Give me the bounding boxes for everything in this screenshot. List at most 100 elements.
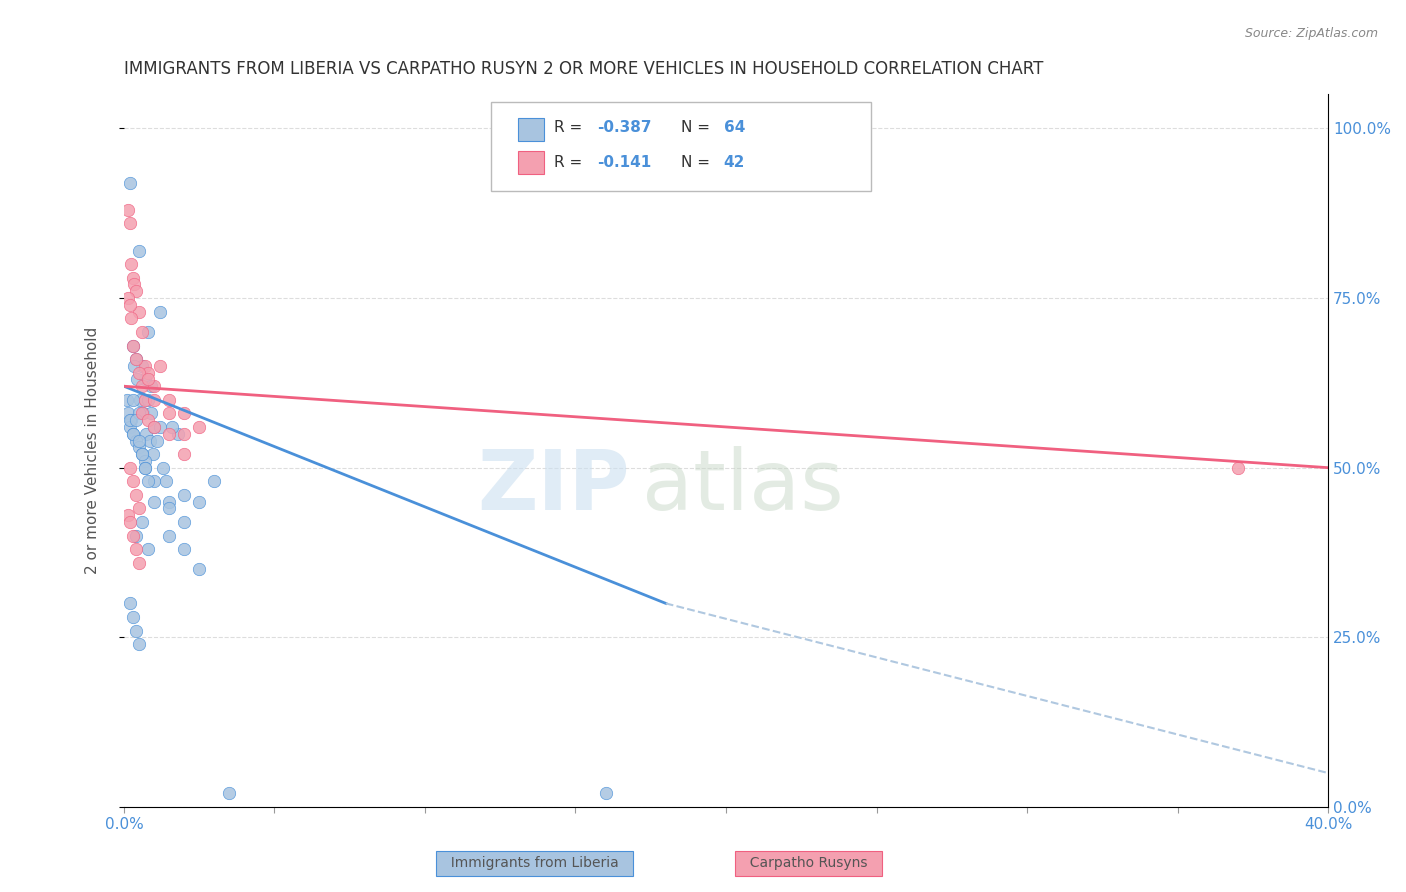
- Point: [155, 475, 177, 489]
- Point: [157, 392, 180, 407]
- Point: [118, 216, 141, 230]
- Point: [149, 359, 172, 373]
- Point: [117, 406, 139, 420]
- Point: [136, 542, 159, 557]
- Text: N =: N =: [682, 120, 716, 136]
- Point: [136, 392, 159, 407]
- Point: [135, 426, 157, 441]
- Point: [118, 298, 141, 312]
- Point: [131, 447, 153, 461]
- Point: [118, 460, 141, 475]
- Point: [138, 434, 160, 448]
- Point: [134, 392, 156, 407]
- Point: [118, 420, 141, 434]
- Point: [125, 413, 148, 427]
- Point: [157, 501, 180, 516]
- Point: [125, 624, 148, 638]
- Point: [134, 359, 156, 373]
- Point: [118, 413, 141, 427]
- Point: [128, 501, 150, 516]
- Point: [125, 352, 148, 367]
- Bar: [517, 151, 544, 174]
- Point: [173, 542, 195, 557]
- Point: [128, 440, 150, 454]
- Point: [173, 488, 195, 502]
- Point: [131, 406, 153, 420]
- Point: [136, 413, 159, 427]
- Point: [118, 515, 141, 529]
- Point: [143, 420, 166, 434]
- Point: [131, 447, 153, 461]
- Point: [152, 460, 174, 475]
- Point: [127, 372, 149, 386]
- Point: [218, 786, 240, 800]
- Point: [124, 277, 146, 292]
- Point: [120, 257, 142, 271]
- Point: [128, 434, 150, 448]
- Text: ZIP: ZIP: [477, 446, 630, 527]
- Point: [157, 406, 180, 420]
- Point: [143, 392, 166, 407]
- Y-axis label: 2 or more Vehicles in Household: 2 or more Vehicles in Household: [86, 327, 100, 574]
- Point: [128, 406, 150, 420]
- Point: [139, 406, 162, 420]
- Point: [188, 494, 211, 508]
- Point: [149, 304, 172, 318]
- Point: [125, 528, 148, 542]
- Point: [128, 637, 150, 651]
- Point: [1226, 460, 1249, 475]
- Point: [117, 508, 139, 523]
- Point: [143, 379, 166, 393]
- Point: [125, 488, 148, 502]
- Text: -0.387: -0.387: [598, 120, 651, 136]
- Text: 64: 64: [724, 120, 745, 136]
- Point: [128, 556, 150, 570]
- Point: [595, 786, 617, 800]
- Point: [125, 284, 148, 298]
- Text: -0.141: -0.141: [598, 154, 651, 169]
- Point: [188, 420, 211, 434]
- Point: [122, 392, 145, 407]
- Point: [136, 325, 159, 339]
- Point: [173, 426, 195, 441]
- Point: [122, 475, 145, 489]
- Point: [129, 392, 152, 407]
- Point: [131, 515, 153, 529]
- Point: [125, 542, 148, 557]
- Point: [122, 528, 145, 542]
- Point: [143, 420, 166, 434]
- Point: [136, 475, 159, 489]
- Point: [202, 475, 225, 489]
- Point: [141, 447, 163, 461]
- Point: [124, 359, 146, 373]
- Point: [134, 372, 156, 386]
- Point: [131, 359, 153, 373]
- Point: [118, 596, 141, 610]
- Point: [134, 454, 156, 468]
- Point: [122, 610, 145, 624]
- Point: [143, 475, 166, 489]
- Point: [125, 352, 148, 367]
- Point: [128, 366, 150, 380]
- Point: [167, 426, 190, 441]
- Point: [143, 494, 166, 508]
- Text: Carpatho Rusyns: Carpatho Rusyns: [741, 856, 876, 871]
- Text: N =: N =: [682, 154, 716, 169]
- Point: [125, 434, 148, 448]
- Point: [122, 338, 145, 352]
- Point: [173, 447, 195, 461]
- Point: [157, 494, 180, 508]
- Point: [173, 515, 195, 529]
- Point: [120, 311, 142, 326]
- Point: [134, 460, 156, 475]
- Point: [136, 366, 159, 380]
- Point: [117, 291, 139, 305]
- Text: Source: ZipAtlas.com: Source: ZipAtlas.com: [1244, 27, 1378, 40]
- Point: [134, 460, 156, 475]
- Point: [149, 420, 172, 434]
- Point: [122, 426, 145, 441]
- Text: R =: R =: [554, 120, 586, 136]
- Point: [132, 406, 155, 420]
- Bar: [517, 118, 544, 141]
- Text: 42: 42: [724, 154, 745, 169]
